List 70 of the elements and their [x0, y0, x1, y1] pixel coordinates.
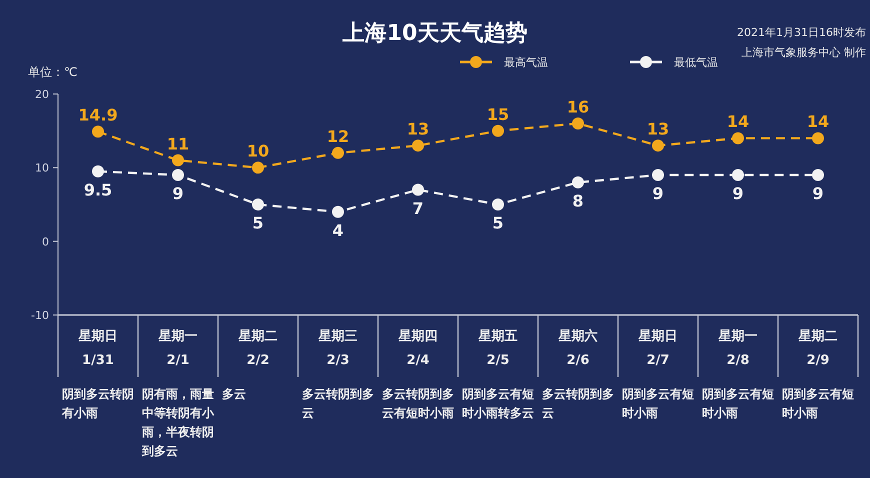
x-tick-label: 星期二 2/9 — [798, 329, 838, 368]
x-tick-label: 星期一 2/8 — [718, 329, 758, 368]
point — [252, 162, 264, 174]
point — [652, 140, 664, 152]
data-label: 4 — [332, 220, 344, 240]
data-label: 7 — [412, 198, 424, 218]
text: 阴到多云有短时小雨转多云 — [462, 387, 534, 420]
text: 多云转阴到多云 — [302, 387, 374, 420]
point — [252, 198, 264, 210]
point — [412, 184, 424, 196]
text: 上海市气象服务中心 制作 — [742, 46, 866, 59]
x-tick-label: 星期四 2/4 — [398, 329, 438, 368]
point — [572, 176, 584, 188]
point — [492, 124, 504, 137]
text: 多云转阴到多云有短时小雨 — [382, 387, 454, 420]
data-label: 11 — [166, 134, 190, 154]
point — [732, 132, 744, 144]
text: 多云 — [222, 387, 246, 401]
x-tick-label: 星期六 2/6 — [558, 328, 598, 368]
text: 阴有雨，雨量中等转阴有小雨，半夜转阴到多云 — [141, 387, 215, 458]
text: 2021年1月31日16时发布 — [737, 26, 866, 39]
data-label: 9 — [812, 184, 824, 204]
point — [332, 146, 344, 159]
legend-label: 最低气温 — [674, 56, 718, 69]
data-label: 9 — [732, 184, 744, 204]
x-tick-label: 星期一 2/1 — [158, 329, 198, 368]
x-tick-label: 星期二 2/2 — [238, 329, 278, 368]
text: 阴到多云有短时小雨 — [782, 387, 854, 420]
data-label: 9.5 — [84, 180, 112, 200]
point — [652, 169, 664, 182]
x-tick-label: 星期日 1/31 — [78, 329, 118, 368]
text: 多云转阴到多云 — [542, 387, 614, 420]
x-tick-label: 星期五 2/5 — [478, 329, 518, 368]
data-label: 12 — [326, 126, 350, 146]
text: 阴到多云转阴有小雨 — [61, 387, 134, 420]
data-label: 13 — [406, 120, 430, 139]
point — [412, 140, 424, 152]
data-label: 16 — [566, 97, 590, 116]
data-label: 10 — [246, 142, 270, 161]
data-label: 14 — [806, 112, 830, 132]
legend-label: 最高气温 — [504, 56, 548, 69]
point — [92, 126, 104, 138]
point — [92, 165, 104, 178]
y-tick-label: 10 — [35, 162, 49, 175]
y-tick-label: 20 — [35, 88, 49, 101]
data-label: 13 — [646, 120, 670, 139]
point — [812, 169, 824, 182]
text: 阴到多云有短时小雨 — [702, 387, 774, 420]
point — [172, 154, 184, 166]
data-label: 5 — [492, 214, 504, 232]
text: 阴到多云有短时小雨 — [622, 387, 694, 420]
x-tick-label: 星期三 2/3 — [318, 329, 358, 368]
data-label: 8 — [572, 191, 584, 210]
point — [332, 206, 344, 218]
y-axis-title: 单位：℃ — [28, 65, 78, 79]
y-tick-label: -10 — [31, 309, 49, 322]
point — [172, 169, 184, 182]
data-label: 15 — [486, 104, 510, 124]
y-tick-label: 0 — [42, 235, 49, 248]
data-label: 5 — [252, 214, 264, 232]
point — [812, 132, 824, 144]
x-tick-label: 星期日 2/7 — [638, 329, 678, 368]
data-label: 9 — [652, 184, 664, 204]
data-label: 9 — [172, 184, 184, 204]
point — [572, 117, 584, 130]
point — [732, 169, 744, 182]
chart-title: 上海10天天气趋势 — [342, 21, 528, 46]
point — [492, 198, 504, 210]
data-label: 14 — [726, 112, 750, 132]
data-label: 14.9 — [78, 106, 118, 125]
